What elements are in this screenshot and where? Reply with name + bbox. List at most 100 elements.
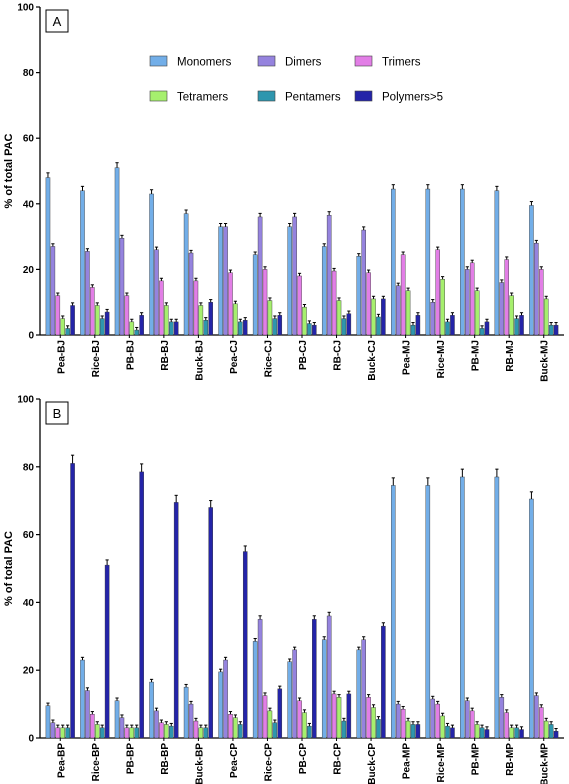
bar-tetramers-rice-mj [440,279,445,336]
bar-dimers-buck-bp [188,703,194,739]
bar-monomers-pea-bj [45,177,51,336]
bar-dimers-rb-cp [326,615,332,739]
bar-dimers-rb-bp [154,710,159,739]
bar-polymers-5-rice-cj [277,315,283,336]
bar-dimers-buck-mj [534,242,539,336]
bar-dimers-buck-bj [188,252,194,336]
bar-monomers-pb-cj [287,226,292,336]
x-category-label: PB-CJ [298,340,309,370]
panel-tag-label: A [53,14,62,29]
bar-tetramers-pea-cj [233,303,238,336]
bar-tetramers-rb-mp [509,727,514,739]
y-tick-label: 60 [23,530,35,541]
y-tick-label: 0 [28,734,34,745]
bar-trimers-pea-mj [400,254,406,336]
bar-dimers-pb-mp [465,700,470,739]
bar-tetramers-pb-cp [302,712,307,739]
bar-pentamers-pea-mj [410,324,416,336]
bar-monomers-rice-mp [425,485,431,739]
bar-tetramers-pb-mj [474,290,480,336]
x-category-label: RB-MJ [505,340,516,372]
bar-pentamers-rice-cj [272,318,278,336]
bar-dimers-pea-bp [50,722,56,739]
legend-label: Dimers [285,57,322,69]
panel-tag-box [45,9,69,33]
bar-polymers-5-pea-cp [242,551,248,739]
x-category-label: Rice-MJ [436,340,447,378]
bar-trimers-pea-bj [55,295,61,336]
bar-monomers-pea-bp [45,705,51,739]
bar-polymers-5-buck-mj [553,324,559,336]
bar-trimers-pea-bp [55,727,61,739]
bar-tetramers-rb-mj [509,295,514,336]
bar-polymers-5-rb-bp [173,502,179,739]
bar-pentamers-pea-mp [410,724,416,739]
bar-pentamers-buck-bj [203,320,209,336]
y-axis-title: % of total PAC [3,133,15,208]
bar-monomers-pb-bp [114,700,120,739]
bar-trimers-rb-mp [504,712,509,739]
y-tick-label: 60 [23,134,35,145]
bar-dimers-pb-cj [292,216,297,336]
bar-polymers-5-pea-bp [70,463,75,739]
bar-tetramers-rice-bp [94,724,100,739]
bar-monomers-rice-cp [252,641,258,739]
bar-tetramers-pea-mp [405,720,411,739]
bar-polymers-5-pea-mj [415,315,421,336]
bar-monomers-pea-cp [218,671,223,739]
bar-monomers-buck-mj [529,205,534,336]
bar-dimers-pb-bp [119,717,125,739]
bar-trimers-pb-cp [297,700,302,739]
x-category-label: Pea-MP [402,743,413,779]
bar-pentamers-rb-mj [514,318,519,336]
bar-monomers-pb-cp [287,661,292,739]
bar-pentamers-buck-mp [548,724,554,739]
bar-pentamers-pea-bp [65,727,70,739]
x-category-label: Rice-BP [91,743,102,782]
bar-dimers-rb-mj [499,282,505,336]
bar-trimers-buck-mj [539,269,544,336]
legend-label: Monomers [177,57,232,69]
bar-polymers-5-pea-cj [242,320,248,336]
legend-swatch-tetramers [149,90,168,102]
bar-monomers-rb-bj [149,193,154,336]
x-category-label: Rice-CJ [263,340,274,377]
bar-tetramers-buck-cp [371,707,376,739]
bar-trimers-rb-mj [504,259,509,336]
bar-dimers-rb-cj [326,215,332,336]
x-category-label: PB-MJ [471,340,482,371]
bar-polymers-5-buck-cp [381,625,386,739]
bar-trimers-pb-bj [124,295,130,336]
bar-tetramers-rb-cj [336,300,342,336]
bar-polymers-5-rice-mp [450,727,455,739]
panel-tag-label: B [53,406,62,421]
bar-dimers-rice-mj [430,302,436,336]
bar-dimers-pea-mp [395,703,401,739]
bar-monomers-pea-mj [391,188,396,336]
y-tick-label: 100 [17,3,34,14]
bar-tetramers-rice-bj [94,305,100,336]
bar-tetramers-pea-cp [233,717,238,739]
bar-tetramers-pb-cj [302,306,307,336]
x-category-label: RB-MP [505,743,516,776]
bar-pentamers-buck-bp [203,727,209,739]
chart-panel-b: 0 20 40 60 80 100 % of total PAC B Pea-BP Rice-BP… [3,395,564,784]
bar-monomers-rice-mj [425,188,431,336]
bar-tetramers-buck-bj [198,305,204,336]
bar-trimers-pb-bp [124,727,130,739]
bar-pentamers-buck-cj [376,316,381,336]
bar-polymers-5-buck-mp [553,731,559,739]
bar-trimers-pea-cp [228,714,233,739]
bar-dimers-buck-cj [361,229,366,336]
legend-swatch-trimers [354,55,373,67]
bar-pentamers-rb-bp [168,725,174,739]
y-axis-title: % of total PAC [3,531,15,606]
bar-trimers-buck-bj [193,280,199,336]
bar-trimers-buck-mp [539,707,544,739]
bar-dimers-pea-cj [223,226,228,336]
bar-trimers-rice-mj [435,249,440,336]
y-tick-label: 80 [23,68,35,79]
bar-polymers-5-rb-cj [346,313,352,336]
legend-swatch-dimers [257,55,276,67]
